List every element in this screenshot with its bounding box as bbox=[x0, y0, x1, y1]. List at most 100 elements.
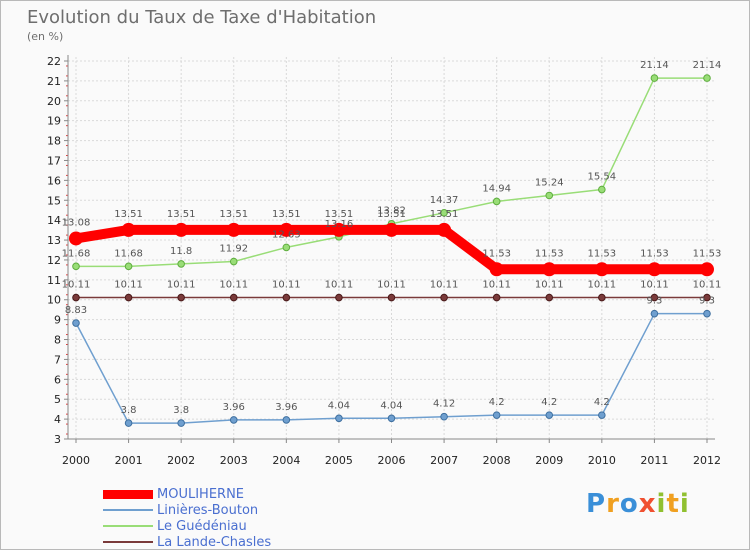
data-point bbox=[703, 293, 711, 302]
y-tick-label: 10 bbox=[47, 294, 61, 307]
data-point bbox=[384, 222, 399, 237]
data-label: 15.24 bbox=[535, 177, 564, 188]
y-tick-label: 18 bbox=[47, 135, 61, 148]
data-point bbox=[492, 197, 501, 206]
data-label: 4.2 bbox=[541, 397, 557, 408]
data-label: 3.8 bbox=[173, 405, 189, 416]
data-label: 13.51 bbox=[272, 209, 301, 220]
data-point bbox=[335, 293, 343, 302]
data-label: 11.68 bbox=[114, 248, 143, 259]
data-label: 10.11 bbox=[219, 280, 248, 291]
y-tick-label: 22 bbox=[47, 55, 61, 68]
data-label: 11.53 bbox=[482, 248, 511, 259]
y-tick-label: 16 bbox=[47, 174, 61, 187]
data-label: 13.51 bbox=[430, 209, 459, 220]
data-label: 21.14 bbox=[640, 60, 669, 71]
data-label: 10.11 bbox=[535, 280, 564, 291]
data-label: 4.2 bbox=[594, 397, 610, 408]
legend-swatch bbox=[103, 541, 153, 543]
logo-letter: r bbox=[606, 489, 620, 519]
data-label: 4.04 bbox=[380, 400, 402, 411]
plot-area bbox=[68, 57, 715, 439]
y-tick-label: 8 bbox=[54, 334, 61, 347]
legend-item: La Lande-Chasles bbox=[103, 534, 271, 550]
data-label: 12.63 bbox=[272, 229, 301, 240]
legend-item: Linières-Bouton bbox=[103, 502, 271, 518]
data-point bbox=[650, 74, 659, 82]
x-tick-label: 2007 bbox=[430, 454, 458, 467]
x-tick-label: 2004 bbox=[272, 454, 300, 467]
y-tick-label: 13 bbox=[47, 234, 61, 247]
logo-letter: P bbox=[586, 489, 607, 519]
y-tick-label: 15 bbox=[47, 194, 61, 207]
data-point bbox=[72, 262, 80, 271]
logo-letter: x bbox=[638, 489, 657, 519]
y-tick-label: 3 bbox=[54, 433, 61, 446]
chart-subtitle: (en %) bbox=[27, 30, 64, 43]
logo-letter: t bbox=[666, 489, 680, 519]
data-label: 4.2 bbox=[489, 397, 505, 408]
data-point bbox=[331, 222, 346, 237]
data-label: 9.3 bbox=[699, 296, 715, 307]
legend-swatch bbox=[103, 489, 153, 499]
data-point bbox=[545, 411, 554, 419]
data-label: 3.8 bbox=[121, 405, 137, 416]
y-tick-label: 4 bbox=[54, 413, 61, 426]
y-tick-label: 5 bbox=[54, 393, 61, 406]
data-label: 13.51 bbox=[219, 209, 248, 220]
legend-label: MOULIHERNE bbox=[157, 486, 245, 502]
data-point bbox=[387, 414, 396, 423]
data-point bbox=[121, 222, 136, 237]
data-label: 10.11 bbox=[325, 280, 354, 291]
data-label: 21.14 bbox=[693, 60, 722, 71]
x-tick-label: 2012 bbox=[693, 454, 721, 467]
data-label: 13.82 bbox=[377, 206, 406, 217]
legend-label: Le Guédéniau bbox=[157, 518, 247, 534]
data-point bbox=[492, 293, 501, 302]
legend-item: Le Guédéniau bbox=[103, 518, 271, 534]
data-label: 10.11 bbox=[114, 280, 143, 291]
x-tick-label: 2006 bbox=[378, 454, 406, 467]
data-point bbox=[387, 293, 396, 302]
y-tick-label: 17 bbox=[47, 154, 61, 167]
data-label: 10.11 bbox=[588, 280, 617, 291]
data-label: 15.54 bbox=[588, 172, 617, 183]
y-tick-label: 12 bbox=[47, 254, 61, 267]
data-point bbox=[437, 222, 452, 237]
data-point bbox=[229, 293, 238, 302]
data-point bbox=[647, 262, 662, 277]
data-point bbox=[703, 74, 711, 82]
x-tick-label: 2011 bbox=[640, 454, 668, 467]
data-point bbox=[594, 262, 609, 277]
data-label: 4.12 bbox=[433, 399, 455, 410]
data-label: 11.8 bbox=[170, 246, 192, 257]
data-point bbox=[177, 293, 185, 302]
y-tick-label: 21 bbox=[47, 75, 61, 88]
data-label: 8.83 bbox=[65, 305, 87, 316]
data-label: 14.94 bbox=[482, 183, 511, 194]
data-point bbox=[335, 414, 343, 423]
data-label: 14.37 bbox=[430, 195, 459, 206]
y-tick-label: 19 bbox=[47, 115, 61, 128]
legend-swatch bbox=[103, 525, 153, 527]
x-tick-label: 2001 bbox=[115, 454, 143, 467]
legend-swatch bbox=[103, 509, 153, 511]
data-label: 3.96 bbox=[275, 402, 297, 413]
data-point bbox=[650, 293, 659, 302]
data-label: 9.3 bbox=[646, 296, 662, 307]
x-tick-label: 2002 bbox=[167, 454, 195, 467]
data-label: 10.11 bbox=[482, 280, 511, 291]
data-point bbox=[72, 293, 80, 302]
data-label: 11.53 bbox=[588, 248, 617, 259]
data-label: 13.51 bbox=[114, 209, 143, 220]
data-label: 13.51 bbox=[167, 209, 196, 220]
chart-legend: MOULIHERNE Linières-Bouton Le Guédéniau La … bbox=[103, 486, 271, 550]
logo-letter: o bbox=[619, 489, 639, 519]
data-label: 11.68 bbox=[62, 248, 91, 259]
data-point bbox=[542, 262, 557, 277]
legend-label: La Lande-Chasles bbox=[157, 534, 272, 550]
data-point bbox=[703, 309, 711, 318]
data-point bbox=[440, 412, 448, 421]
y-tick-label: 6 bbox=[54, 373, 61, 386]
